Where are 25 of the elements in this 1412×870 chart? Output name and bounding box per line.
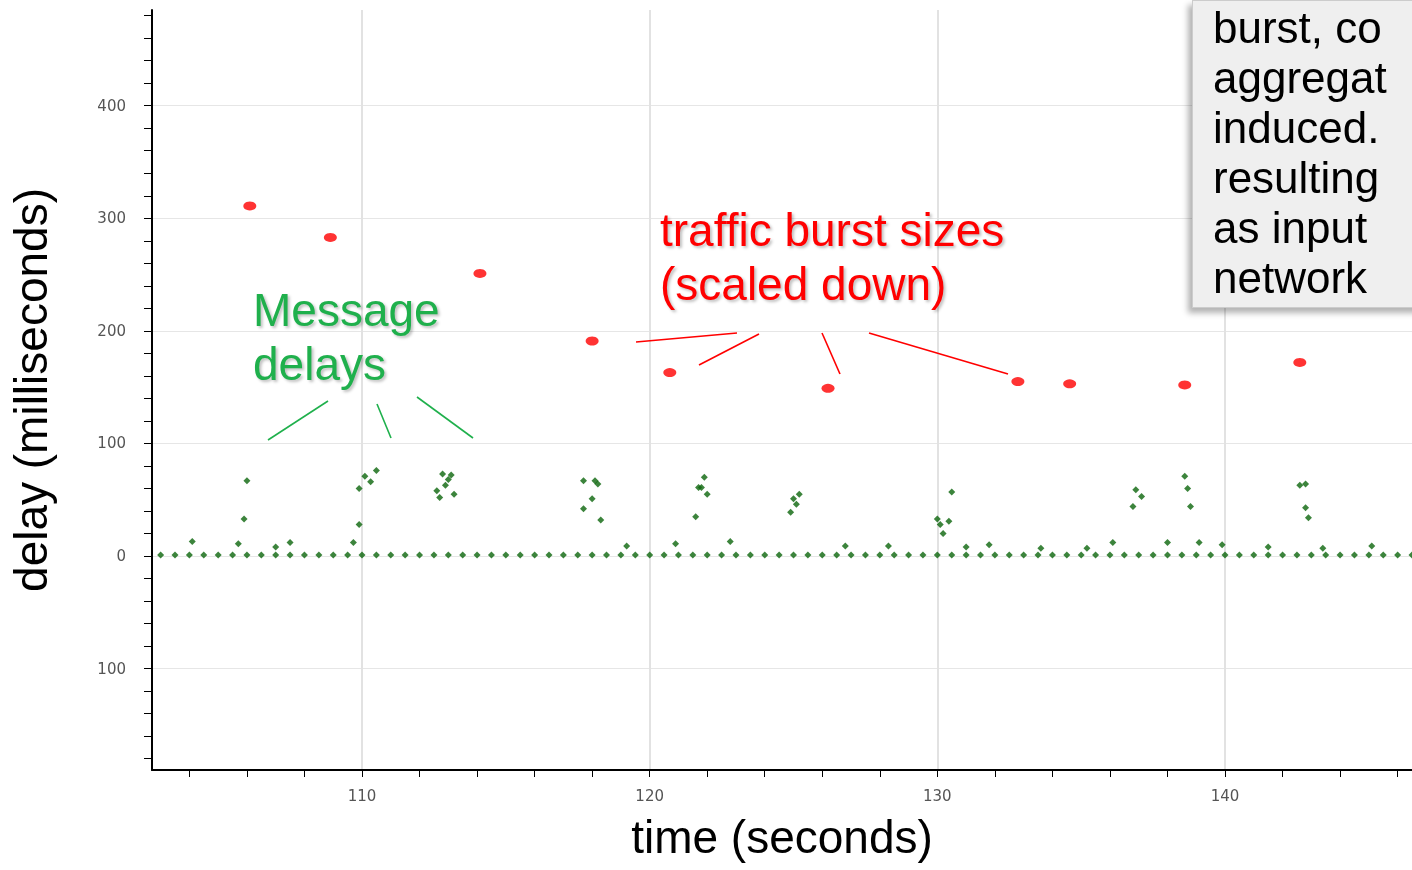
point — [663, 368, 677, 378]
x-tick-label: 120 — [635, 786, 664, 805]
point — [1063, 379, 1077, 389]
y-tick-label: 300 — [97, 209, 126, 228]
x-tick-label: 130 — [923, 786, 952, 805]
point — [323, 232, 337, 242]
point — [821, 383, 835, 393]
y-axis-title: delay (milliseconds) — [5, 188, 57, 592]
point — [243, 201, 257, 211]
y-tick-label: 400 — [97, 96, 126, 115]
point — [1293, 357, 1307, 367]
y-tick-label: 100 — [97, 434, 126, 453]
y-tick-label: 100 — [97, 659, 126, 678]
x-tick-label: 140 — [1210, 786, 1240, 805]
point — [1178, 380, 1192, 390]
x-axis-title: time (seconds) — [631, 811, 933, 863]
annotation: Message delays — [253, 283, 441, 391]
point — [473, 268, 487, 278]
annotation: burst, co aggregat induced. resulting as input network — [1192, 0, 1412, 308]
point — [1011, 377, 1025, 387]
point — [585, 336, 599, 346]
x-tick-label: 110 — [347, 786, 377, 805]
annotation: traffic burst sizes (scaled down) — [660, 203, 1006, 311]
y-tick-label: 0 — [116, 547, 126, 566]
y-tick-label: 200 — [97, 321, 126, 340]
